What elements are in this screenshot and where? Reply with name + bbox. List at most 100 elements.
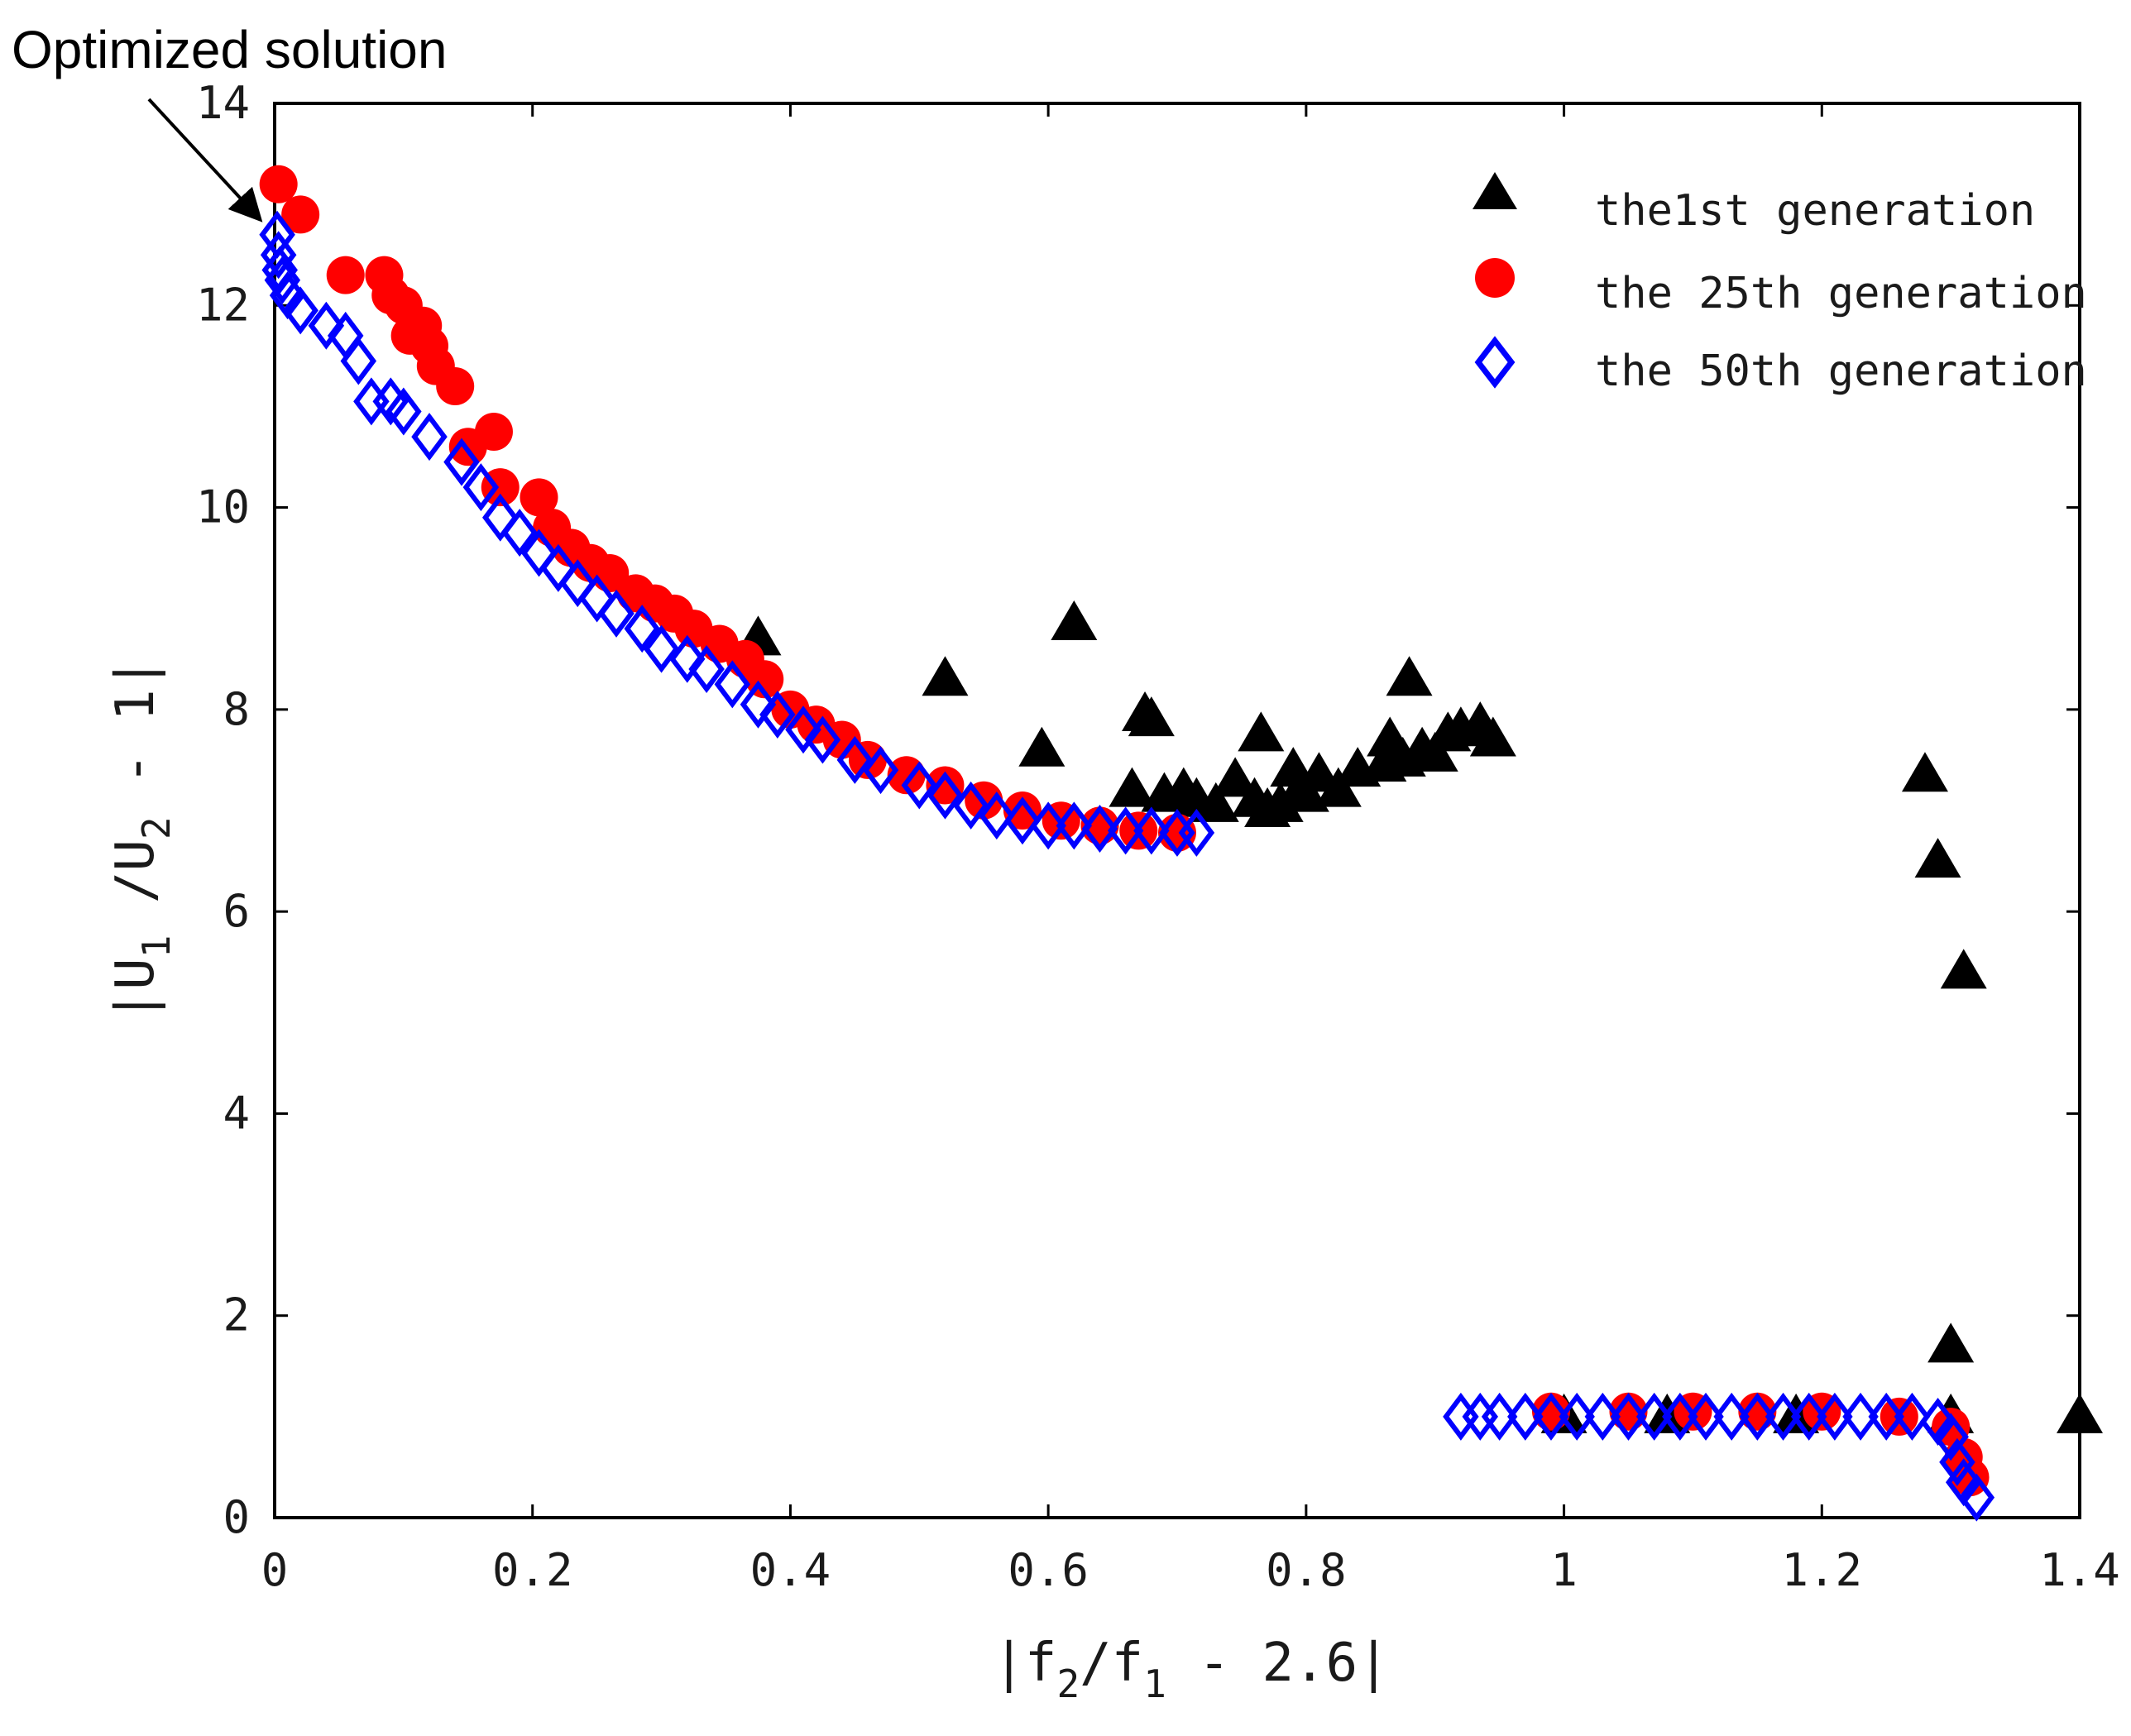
diamond-point: [740, 680, 777, 729]
axis-ticks: [273, 102, 2081, 1519]
diamond-point: [1481, 1392, 1518, 1441]
triangle-point: [2057, 1393, 2103, 1433]
circle-point: [887, 756, 926, 795]
y-tick-label: 4: [223, 1087, 250, 1139]
diamond-point: [624, 605, 660, 653]
triangle-point: [1914, 838, 1961, 878]
diamond-point: [1713, 1392, 1750, 1441]
y-tick-label: 6: [223, 885, 250, 937]
diamond-point: [578, 574, 615, 623]
diamond-point: [901, 761, 938, 810]
circle-point: [926, 766, 965, 805]
diamond-point: [443, 438, 480, 486]
diamond-point: [1178, 808, 1215, 857]
triangle-point: [1386, 656, 1433, 696]
circle-point: [520, 478, 558, 517]
x-tick-label: 0.2: [492, 1544, 573, 1596]
triangle-point: [1411, 731, 1458, 772]
diamond-point: [688, 645, 725, 693]
diamond-point: [501, 509, 538, 557]
diamond-point: [1939, 1437, 1975, 1486]
diamond-point: [1817, 1392, 1853, 1441]
diamond-point: [482, 493, 519, 542]
diamond-point: [862, 746, 899, 795]
triangle-point: [1315, 767, 1362, 807]
diamond-point: [836, 735, 874, 784]
x-tick-labels: 0 0.2 0.4 0.6 0.8 1 1.2 1.4: [261, 1544, 2120, 1596]
diamond-point: [804, 715, 841, 764]
triangle-point: [1901, 752, 1948, 792]
series-diamond: [259, 210, 1995, 1522]
y-tick-label: 2: [223, 1289, 250, 1341]
diamond-point: [1610, 1392, 1647, 1441]
x-axis-label: |f2/f1 - 2.6|: [993, 1633, 1389, 1706]
y-tick-labels: 0 2 4 6 8 10 12 14: [196, 77, 250, 1543]
triangle-point: [1109, 767, 1156, 807]
diamond-point: [308, 301, 345, 350]
circle-point: [1003, 791, 1042, 830]
optimized-solution-label: Optimized solution: [12, 20, 447, 79]
diamond-point: [952, 781, 989, 830]
diamond-point: [785, 705, 821, 754]
diamond-point: [759, 690, 796, 739]
diamond-point: [1056, 801, 1093, 850]
triangle-point: [1927, 1322, 1975, 1363]
diamond-point: [1635, 1392, 1673, 1441]
diamond-point: [520, 528, 558, 577]
triangle-point: [1282, 772, 1329, 812]
diamond-point: [598, 589, 635, 638]
x-tick-label: 0.4: [750, 1544, 831, 1596]
circle-point: [259, 165, 298, 203]
triangle-point: [1018, 726, 1066, 767]
diamond-point: [385, 387, 422, 436]
x-tick-label: 1.2: [1782, 1544, 1863, 1596]
x-tick-label: 0.6: [1008, 1544, 1089, 1596]
diamond-point: [1765, 1392, 1802, 1441]
triangle-point: [922, 656, 969, 696]
legend-circle-marker: [1475, 258, 1515, 298]
diamond-point: [643, 624, 680, 673]
diamond-point: [1107, 806, 1144, 855]
diamond-point: [411, 413, 448, 461]
y-tick-label: 10: [196, 481, 250, 533]
triangle-point: [1379, 736, 1426, 777]
diamond-point: [340, 337, 377, 385]
diamond-point: [1688, 1392, 1724, 1441]
diamond-point: [559, 559, 596, 608]
y-tick-label: 0: [223, 1491, 250, 1543]
diamond-point: [282, 286, 318, 335]
diamond-point: [927, 771, 964, 820]
diamond-point: [260, 231, 297, 280]
diamond-point: [668, 634, 706, 683]
diamond-point: [1030, 801, 1066, 850]
legend-label-50th: the 50th generation: [1595, 347, 2087, 396]
triangle-point: [1128, 696, 1175, 737]
diamond-point: [1133, 806, 1170, 855]
diamond-point: [1584, 1392, 1621, 1441]
diamond-point: [540, 543, 577, 592]
y-tick-label: 14: [196, 77, 250, 129]
triangle-point: [1192, 782, 1239, 822]
diamond-point: [1507, 1392, 1544, 1441]
triangle-point: [1051, 600, 1098, 641]
optimized-solution-arrow: [147, 98, 263, 222]
data-points: [259, 165, 2103, 1522]
x-tick-label: 0.8: [1266, 1544, 1347, 1596]
circle-point: [326, 256, 365, 294]
diamond-point: [1533, 1392, 1569, 1441]
y-tick-label: 8: [223, 683, 250, 735]
circle-point: [436, 367, 475, 405]
diamond-point: [1662, 1392, 1698, 1441]
diamond-point: [1842, 1392, 1879, 1441]
triangle-point: [1238, 711, 1285, 752]
x-tick-label: 1: [1550, 1544, 1578, 1596]
x-tick-label: 0: [261, 1544, 289, 1596]
diamond-point: [1894, 1392, 1931, 1441]
diamond-point: [264, 256, 301, 304]
diamond-point: [1958, 1473, 1995, 1522]
diamond-point: [1081, 804, 1118, 853]
diamond-point: [1868, 1392, 1904, 1441]
circle-point: [474, 412, 513, 451]
legend-triangle-marker: [1473, 172, 1517, 209]
